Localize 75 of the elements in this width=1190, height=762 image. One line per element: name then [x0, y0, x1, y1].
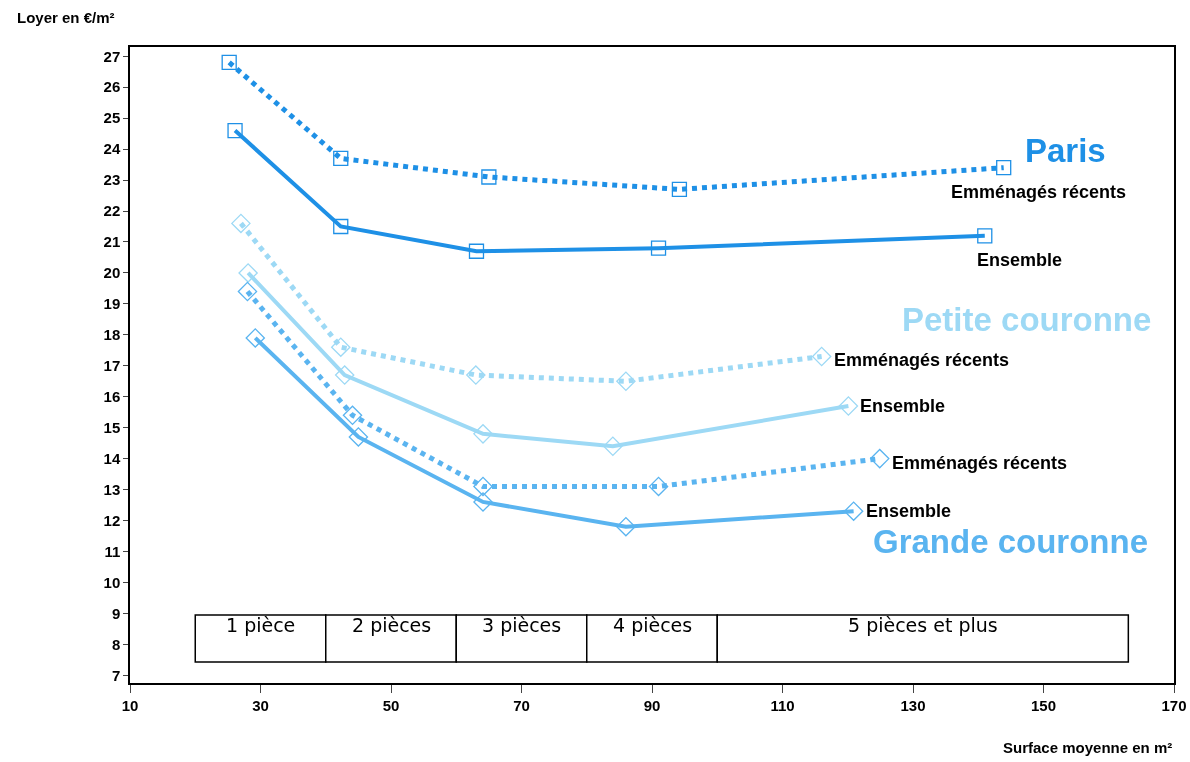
y-tick-label: 17 [103, 357, 121, 375]
x-tick-label: 150 [1030, 696, 1057, 714]
y-tick-label: 18 [103, 326, 121, 344]
y-tick-label: 9 [111, 604, 121, 622]
point [331, 337, 351, 357]
point [838, 396, 859, 416]
series-label: Emménagés récents [951, 182, 1127, 202]
y-tick-label: 25 [103, 109, 121, 127]
y-axis-title: Loyer en €/m² [17, 9, 115, 26]
series-label: Emménagés récents [892, 453, 1068, 473]
x-tick-label: 70 [513, 696, 530, 714]
point [473, 476, 493, 497]
y-tick-label: 12 [103, 511, 121, 529]
y-tick-label: 26 [103, 78, 121, 96]
y-tick-label: 16 [103, 387, 121, 405]
point [333, 218, 349, 235]
point [473, 424, 493, 444]
point [869, 448, 890, 469]
y-tick-label: 21 [103, 233, 121, 251]
point [468, 243, 485, 259]
point [348, 427, 369, 447]
x-tick-label: 170 [1161, 696, 1187, 714]
series-label: Emménagés récents [834, 350, 1010, 370]
point [237, 281, 258, 302]
point [245, 328, 266, 348]
y-tick-label: 19 [103, 295, 121, 313]
annotation: Grande couronne [873, 523, 1149, 560]
annotation: Petite couronne [902, 301, 1152, 338]
point [473, 492, 493, 512]
y-tick-label: 24 [103, 140, 121, 158]
band-label: 5 pièces et plus [848, 614, 998, 636]
y-tick-label: 13 [103, 480, 121, 498]
point [996, 160, 1012, 176]
point [334, 365, 355, 385]
point [811, 346, 832, 367]
point [342, 405, 363, 426]
y-tick-label: 22 [103, 202, 121, 220]
x-tick-label: 110 [770, 696, 795, 714]
point [977, 228, 993, 244]
point [616, 516, 636, 537]
point [671, 181, 688, 198]
annotation: Paris [1025, 132, 1106, 169]
y-tick-label: 11 [104, 542, 121, 560]
series-label: Ensemble [860, 396, 946, 416]
x-tick-label: 30 [252, 696, 269, 714]
point [603, 436, 623, 456]
point [648, 476, 669, 497]
point [616, 371, 636, 391]
x-tick-label: 50 [382, 696, 400, 714]
y-tick-label: 14 [103, 449, 121, 467]
point [231, 213, 251, 234]
series-label: Ensemble [977, 250, 1063, 270]
band-label: 3 pièces [482, 614, 562, 636]
y-tick-label: 15 [103, 418, 121, 436]
y-tick-label: 8 [111, 635, 121, 653]
y-tick-label: 23 [103, 171, 121, 189]
point [481, 169, 497, 185]
y-tick-label: 27 [103, 47, 121, 65]
point [466, 365, 486, 385]
point [843, 501, 864, 521]
band-label: 2 pièces [352, 614, 432, 636]
y-tick-label: 20 [103, 264, 121, 282]
point [238, 263, 258, 283]
point [650, 240, 667, 256]
y-tick-label: 10 [103, 573, 121, 591]
point [221, 54, 237, 71]
x-tick-label: 130 [900, 696, 926, 714]
band-label: 1 pièce [226, 614, 296, 636]
x-tick-label: 90 [643, 696, 661, 714]
y-tick-label: 7 [111, 666, 121, 684]
point [333, 150, 349, 167]
series-label: Ensemble [866, 501, 952, 521]
band-label: 4 pièces [613, 614, 693, 636]
point [227, 122, 243, 139]
x-axis-title: Surface moyenne en m² [1003, 739, 1173, 756]
